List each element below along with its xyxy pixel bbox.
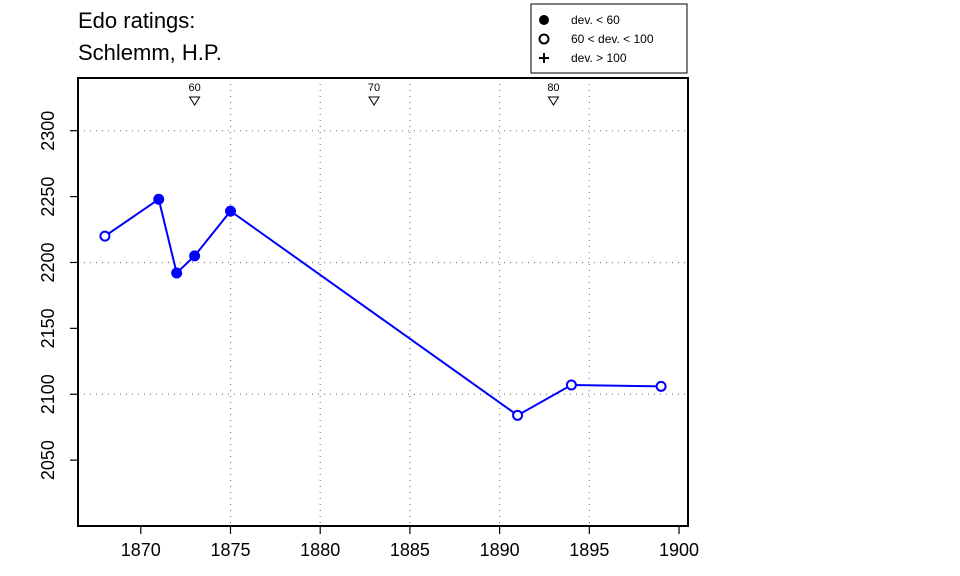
chart-title-line2: Schlemm, H.P.: [78, 40, 222, 65]
series: [99, 193, 667, 421]
age-marker-label: 60: [188, 82, 200, 94]
age-marker-triangle: [368, 96, 380, 106]
age-marker-triangle: [188, 96, 201, 106]
axes: 1870 1875 1880 1885 1890 1895 1900 2050 2100 2150…: [38, 77, 699, 560]
y-tick-label: 2250: [38, 177, 58, 217]
x-tick-label: 1880: [300, 540, 340, 560]
x-tick-label: 1895: [569, 540, 609, 560]
series-line: [104, 197, 662, 417]
legend-label: dev. < 60: [571, 13, 620, 27]
x-tick-label: 1900: [659, 540, 699, 560]
legend-filled-circle-icon: [539, 15, 549, 25]
data-point-open: [512, 409, 524, 421]
y-tick-label: 2300: [38, 111, 58, 151]
x-tick-label: 1875: [210, 540, 250, 560]
y-tick-label: 2050: [38, 440, 58, 480]
legend: dev. < 60 60 < dev. < 100 dev. > 100: [530, 3, 688, 74]
age-marker-label: 70: [368, 82, 380, 94]
y-tick-label: 2100: [38, 374, 58, 414]
x-tick-label: 1890: [480, 540, 520, 560]
age-marker-triangle: [547, 96, 560, 106]
data-point-open: [565, 379, 577, 391]
legend-plus-icon: [539, 53, 549, 63]
legend-open-circle-icon: [538, 33, 550, 45]
grid: [78, 78, 688, 526]
y-tick-label: 2200: [38, 242, 58, 282]
age-marker-label: 80: [547, 82, 559, 94]
data-point-filled: [153, 193, 165, 205]
data-point-open: [655, 380, 667, 392]
chart-title-line1: Edo ratings:: [78, 8, 196, 33]
x-tick-label: 1870: [121, 540, 161, 560]
y-tick-label: 2150: [38, 308, 58, 348]
legend-label: dev. > 100: [571, 51, 627, 65]
plot-frame: [77, 77, 689, 527]
data-point-open: [99, 230, 111, 242]
x-tick-label: 1885: [390, 540, 430, 560]
legend-box: [530, 3, 688, 74]
data-point-filled: [171, 267, 183, 279]
legend-label: 60 < dev. < 100: [571, 32, 654, 46]
age-markers: 60 70 80: [188, 82, 560, 106]
data-point-filled: [189, 250, 201, 262]
data-point-filled: [225, 205, 236, 217]
